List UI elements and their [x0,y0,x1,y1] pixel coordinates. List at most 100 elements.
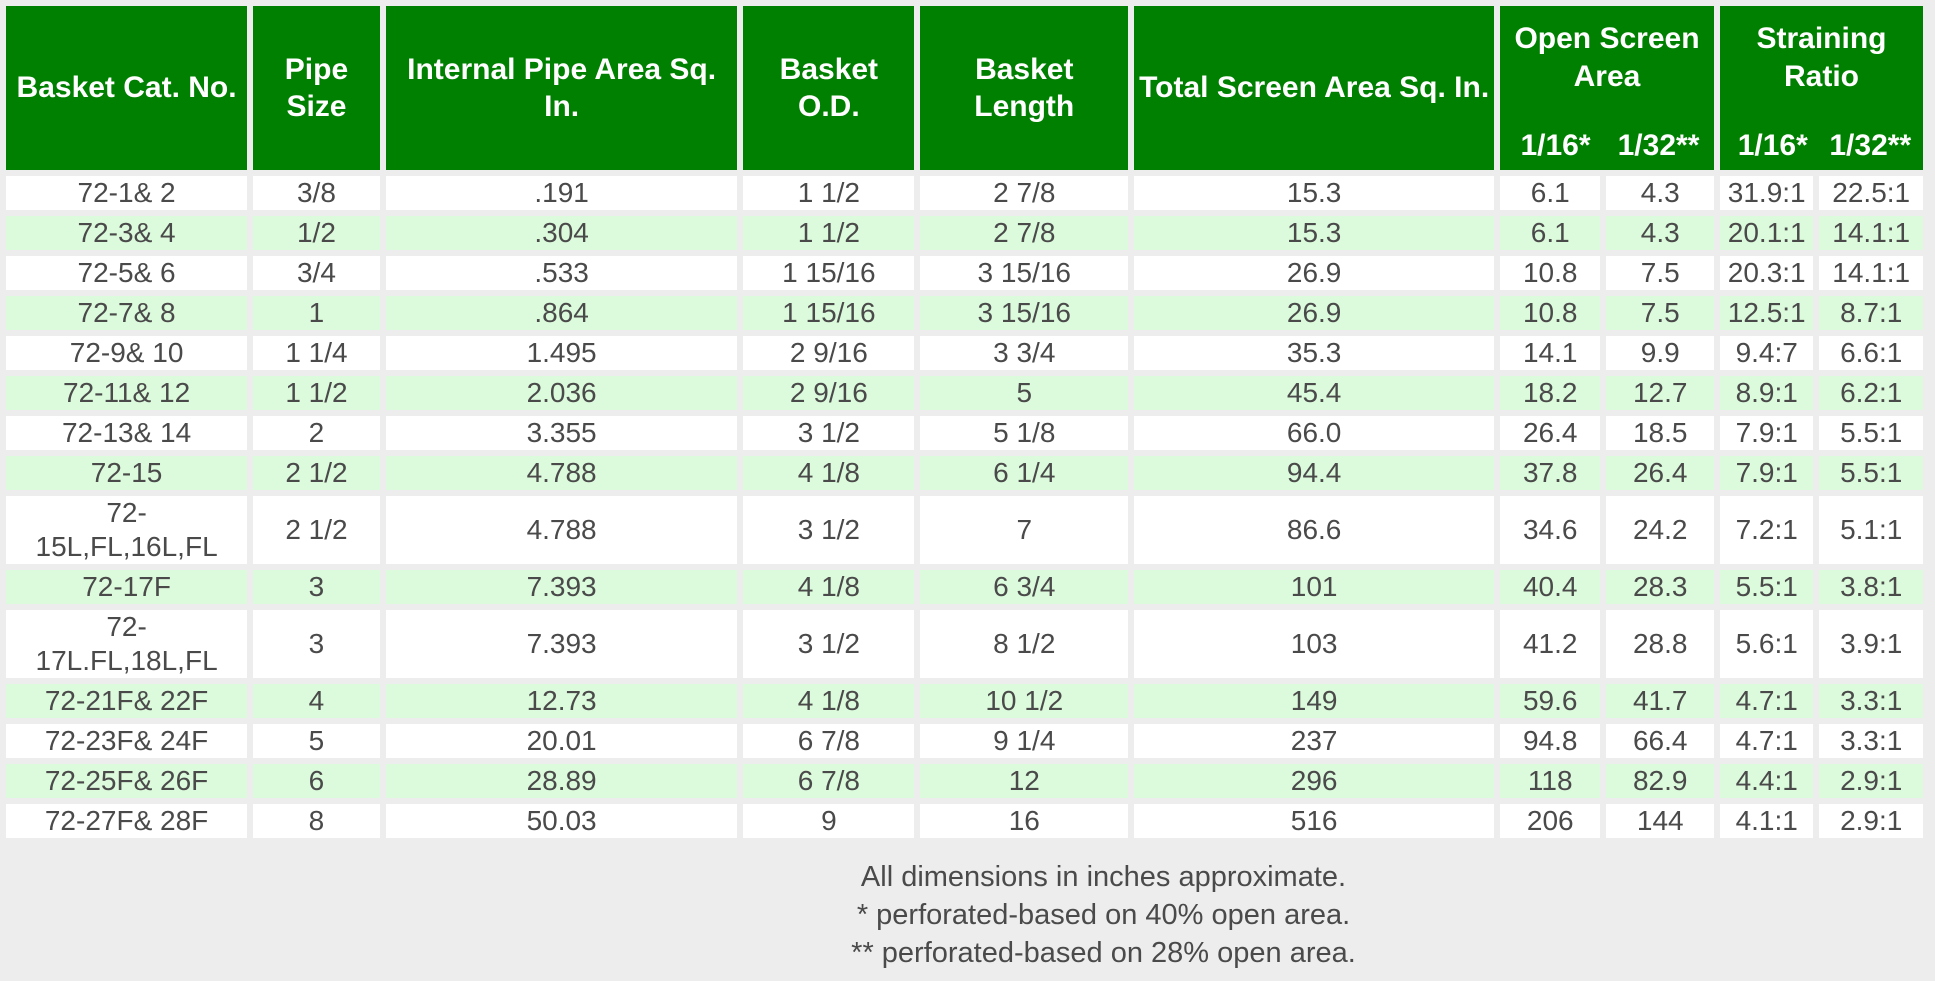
cell-open-screen-1-32: 7.5 [1606,256,1714,290]
footnote-40-percent: * perforated-based on 40% open area. [856,899,1351,931]
cell-straining-ratio-1-32: 2.9:1 [1819,804,1923,838]
sublabel-1-32: 1/32** [1829,128,1912,162]
cell-total-screen-area: 101 [1134,570,1494,604]
cell-total-screen-area: 149 [1134,684,1494,718]
col-header-basket-od: Basket O.D. [743,6,915,170]
cell-open-screen-1-32: 28.8 [1606,610,1714,678]
cell-basket-cat-no: 72-27F& 28F [6,804,248,838]
cell-straining-ratio-1-32: 3.9:1 [1819,610,1923,678]
cell-basket-cat-no: 72- 17L.FL,18L,FL [6,610,248,678]
cell-basket-cat-no: 72-15 [6,456,248,490]
cell-basket-od: 6 7/8 [743,724,915,758]
cell-straining-ratio-1-32: 22.5:1 [1819,176,1923,210]
cell-internal-pipe-area: 1.495 [385,336,738,370]
cell-internal-pipe-area: 28.89 [385,764,738,798]
table-row: 72-23F& 24F 5 20.01 6 7/8 9 1/4 237 94.8 66.4 4.… [6,724,1923,758]
cell-basket-cat-no: 72-5& 6 [6,256,248,290]
cell-straining-ratio-1-32: 6.2:1 [1819,376,1923,410]
cell-open-screen-1-16: 18.2 [1500,376,1601,410]
cell-straining-ratio-1-32: 14.1:1 [1819,256,1923,290]
cell-basket-od: 6 7/8 [743,764,915,798]
cell-pipe-size: 8 [253,804,380,838]
footnotes: All dimensions in inches approximate. * … [272,844,1935,972]
cell-total-screen-area: 66.0 [1134,416,1494,450]
open-screen-area-sublabels: 1/16* 1/32** [1504,127,1710,165]
cell-internal-pipe-area: 4.788 [385,456,738,490]
cell-open-screen-1-32: 66.4 [1606,724,1714,758]
cell-pipe-size: 1 [253,296,380,330]
cell-basket-length: 5 [920,376,1129,410]
cell-basket-od: 3 1/2 [743,416,915,450]
table-row: 72-25F& 26F 6 28.89 6 7/8 12 296 118 82.9 4.4:1 2… [6,764,1923,798]
cell-open-screen-1-16: 14.1 [1500,336,1601,370]
cell-basket-cat-no: 72-1& 2 [6,176,248,210]
cell-basket-length: 2 7/8 [920,176,1129,210]
cell-straining-ratio-1-32: 5.5:1 [1819,416,1923,450]
cell-open-screen-1-32: 9.9 [1606,336,1714,370]
cell-straining-ratio-1-16: 7.2:1 [1720,496,1814,564]
cell-total-screen-area: 103 [1134,610,1494,678]
cell-open-screen-1-16: 6.1 [1500,176,1601,210]
table-body: 72-1& 2 3/8.191 1 1/2 2 7/8 15.3 6.1 4.3 31.9:1… [6,176,1923,838]
sublabel-1-16: 1/16* [1737,128,1808,162]
col-header-basket-length: Basket Length [920,6,1129,170]
cell-open-screen-1-16: 37.8 [1500,456,1601,490]
col-header-basket-cat-no: Basket Cat. No. [6,6,248,170]
header-row: Basket Cat. No. Pipe Size Internal Pipe … [6,6,1923,170]
cell-open-screen-1-16: 40.4 [1500,570,1601,604]
cell-basket-cat-no: 72-21F& 22F [6,684,248,718]
col-header-straining-ratio: Straining Ratio 1/16* 1/32** [1720,6,1923,170]
cell-open-screen-1-16: 206 [1500,804,1601,838]
table-row: 72-11& 12 1 1/2 2.036 2 9/16 5 45.4 18.2 12.7 8.… [6,376,1923,410]
cell-basket-cat-no: 72- 15L,FL,16L,FL [6,496,248,564]
table-row: 72-3& 4 1/2.304 1 1/2 2 7/8 15.3 6.1 4.3 20.1:1… [6,216,1923,250]
cell-basket-length: 5 1/8 [920,416,1129,450]
cell-pipe-size: 2 [253,416,380,450]
cell-basket-cat-no: 72-11& 12 [6,376,248,410]
cell-total-screen-area: 26.9 [1134,256,1494,290]
cell-straining-ratio-1-16: 8.9:1 [1720,376,1814,410]
cell-basket-od: 4 1/8 [743,684,915,718]
col-header-internal-pipe-area: Internal Pipe Area Sq. In. [385,6,738,170]
cell-open-screen-1-16: 26.4 [1500,416,1601,450]
cell-pipe-size: 3 [253,570,380,604]
footnote-28-percent: ** perforated-based on 28% open area. [851,937,1356,969]
cell-straining-ratio-1-32: 5.1:1 [1819,496,1923,564]
cell-basket-cat-no: 72-23F& 24F [6,724,248,758]
cell-total-screen-area: 45.4 [1134,376,1494,410]
sublabel-1-16: 1/16* [1520,128,1591,162]
table-row: 72-27F& 28F 8 50.03 9 16 516 206 144 4.1:1 2.9:1 [6,804,1923,838]
cell-basket-cat-no: 72-9& 10 [6,336,248,370]
cell-pipe-size: 3/8 [253,176,380,210]
cell-pipe-size: 1 1/4 [253,336,380,370]
cell-internal-pipe-area: 12.73 [385,684,738,718]
cell-basket-cat-no: 72-17F [6,570,248,604]
col-header-open-screen-area: Open Screen Area 1/16* 1/32** [1500,6,1714,170]
cell-open-screen-1-16: 94.8 [1500,724,1601,758]
cell-pipe-size: 2 1/2 [253,496,380,564]
cell-basket-cat-no: 72-25F& 26F [6,764,248,798]
cell-internal-pipe-area: 7.393 [385,610,738,678]
cell-open-screen-1-32: 7.5 [1606,296,1714,330]
cell-basket-length: 6 3/4 [920,570,1129,604]
cell-straining-ratio-1-16: 4.7:1 [1720,724,1814,758]
cell-open-screen-1-32: 41.7 [1606,684,1714,718]
cell-internal-pipe-area: .864 [385,296,738,330]
table-row: 72-1& 2 3/8.191 1 1/2 2 7/8 15.3 6.1 4.3 31.9:1… [6,176,1923,210]
cell-pipe-size: 1/2 [253,216,380,250]
col-header-pipe-size: Pipe Size [253,6,380,170]
table-row: 72-9& 10 1 1/4 1.495 2 9/16 3 3/4 35.3 14.1 9.9… [6,336,1923,370]
cell-straining-ratio-1-16: 20.1:1 [1720,216,1814,250]
cell-pipe-size: 5 [253,724,380,758]
cell-pipe-size: 1 1/2 [253,376,380,410]
cell-straining-ratio-1-32: 3.3:1 [1819,724,1923,758]
cell-basket-length: 2 7/8 [920,216,1129,250]
cell-internal-pipe-area: 2.036 [385,376,738,410]
cell-pipe-size: 3/4 [253,256,380,290]
cell-open-screen-1-32: 144 [1606,804,1714,838]
cell-straining-ratio-1-16: 7.9:1 [1720,416,1814,450]
cell-open-screen-1-16: 10.8 [1500,256,1601,290]
cell-straining-ratio-1-32: 14.1:1 [1819,216,1923,250]
cell-straining-ratio-1-32: 2.9:1 [1819,764,1923,798]
cell-pipe-size: 3 [253,610,380,678]
